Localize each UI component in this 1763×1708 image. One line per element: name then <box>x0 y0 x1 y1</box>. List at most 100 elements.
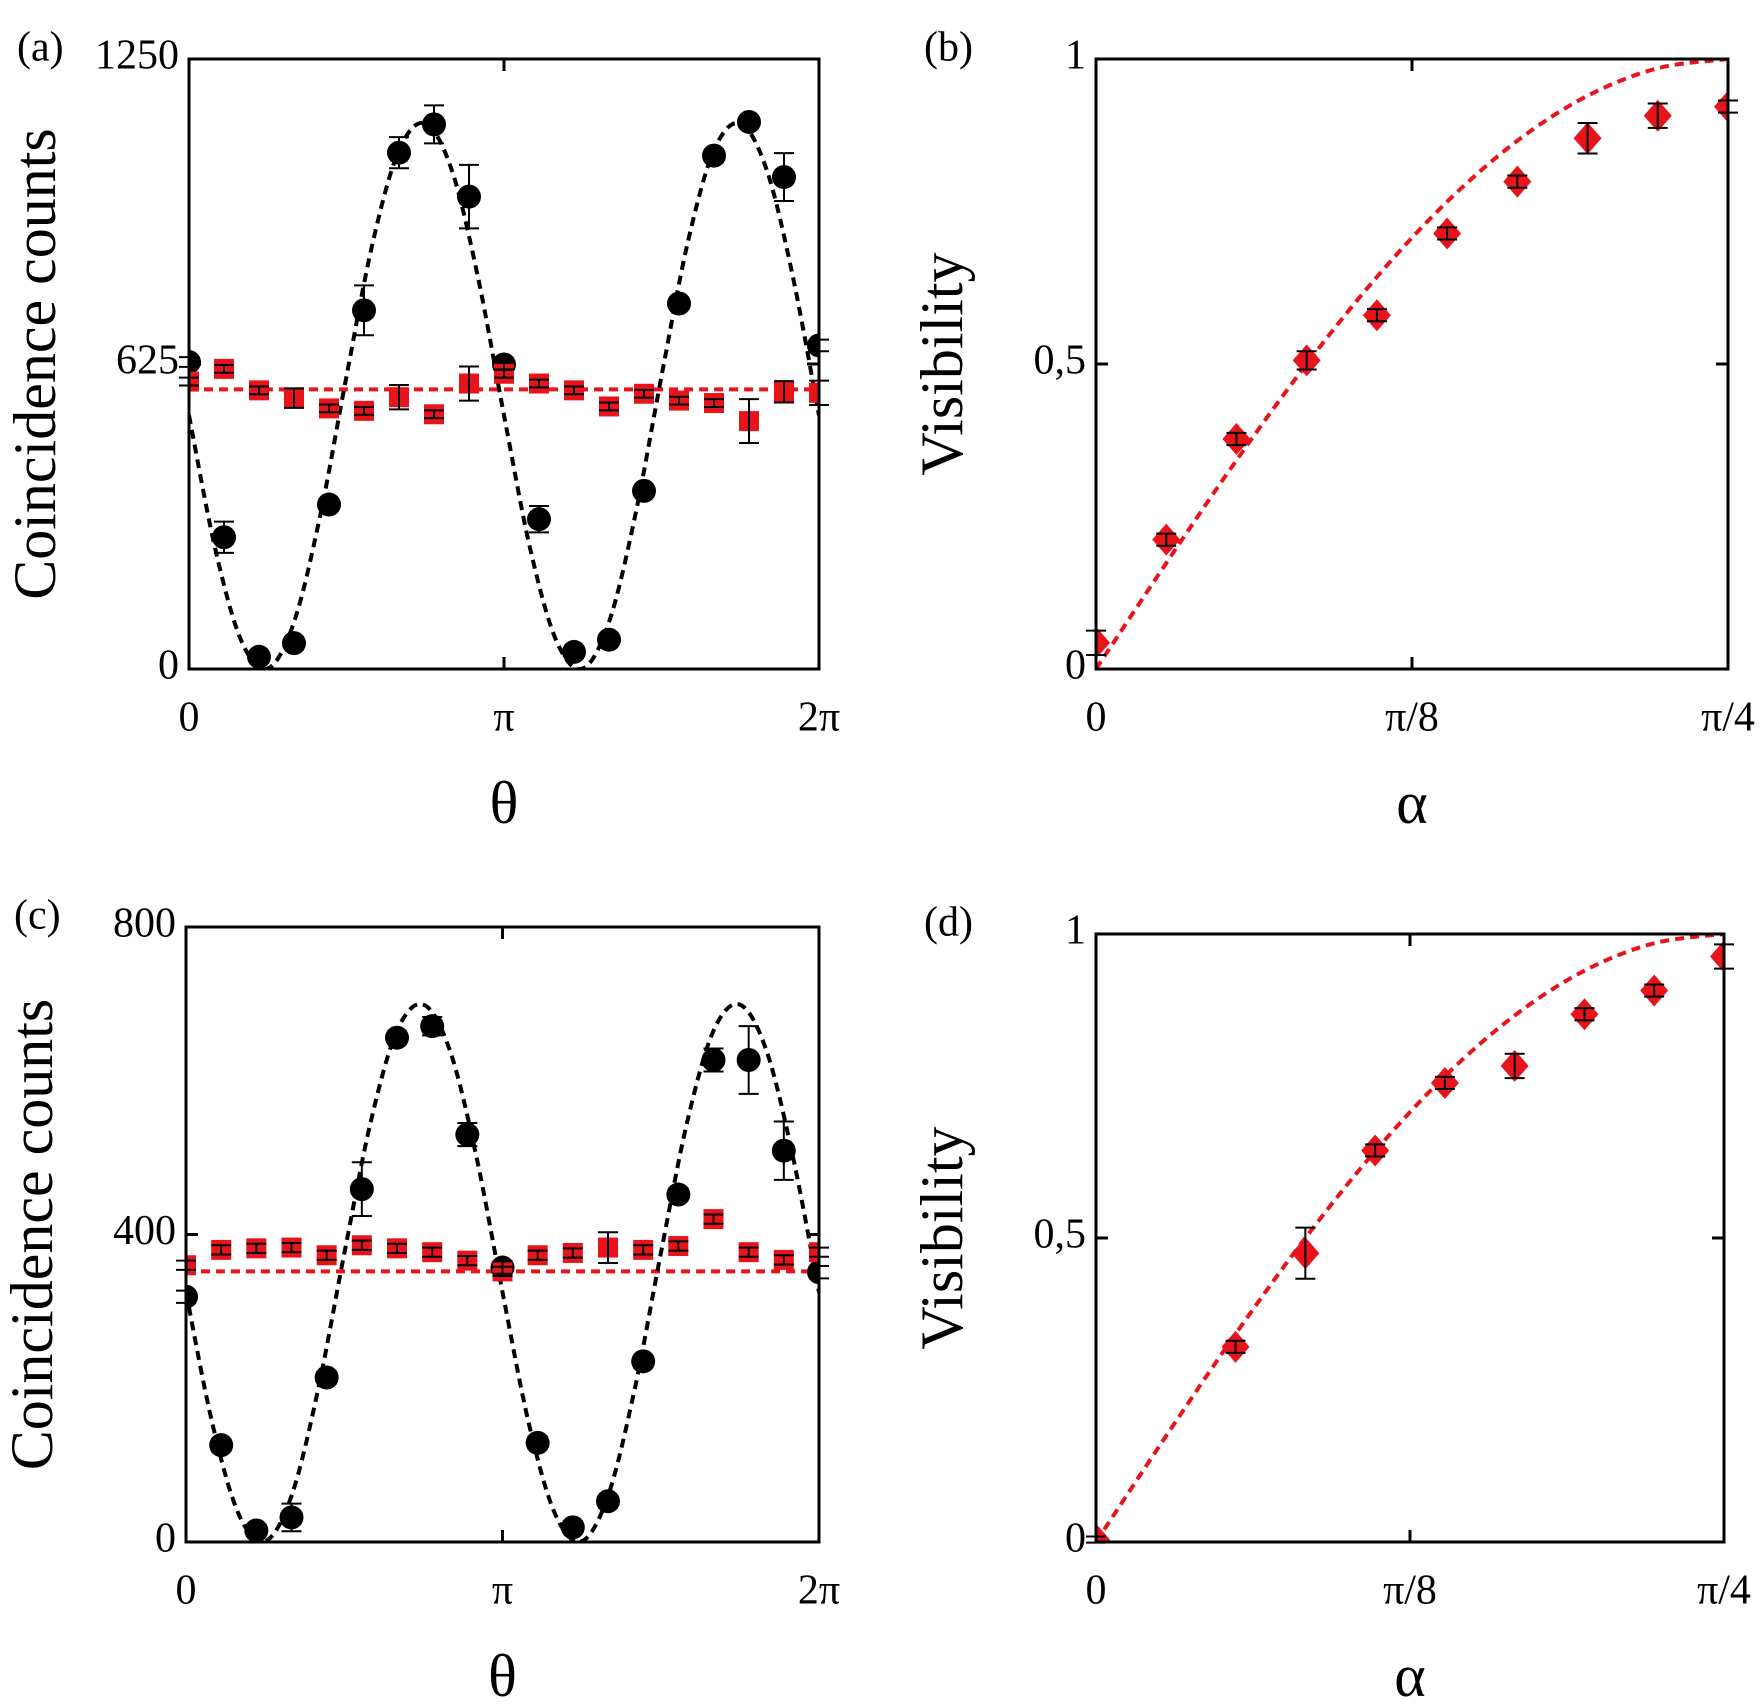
error-bar <box>668 296 689 311</box>
error-bar <box>773 380 794 404</box>
y-tick-label: 0 <box>1065 1516 1086 1562</box>
error-bar <box>422 1246 443 1258</box>
error-bar <box>1434 1075 1455 1091</box>
y-axis-label: Visibility <box>909 252 975 475</box>
error-bar <box>563 646 584 658</box>
data-point <box>809 1242 819 1263</box>
error-bar <box>351 1239 372 1251</box>
x-tick-label: 0 <box>1086 695 1107 741</box>
error-bar <box>458 163 479 230</box>
error-bar <box>424 409 445 420</box>
error-bar <box>527 1249 548 1261</box>
y-tick-label: 1 <box>1065 33 1086 79</box>
error-bar <box>598 1494 618 1509</box>
x-axis-label: θ <box>488 1643 517 1708</box>
error-bar <box>211 1244 232 1256</box>
x-tick-label: π/8 <box>1385 695 1439 741</box>
error-bar <box>457 1122 478 1148</box>
error-bar <box>424 104 445 145</box>
error-bar <box>1295 1226 1316 1280</box>
fit-line <box>1096 59 1728 669</box>
fit-line <box>1096 934 1724 1542</box>
x-axis-label: α <box>1394 1643 1425 1708</box>
x-tick-label: π/4 <box>1697 1568 1751 1614</box>
plot-area <box>1096 934 1724 1542</box>
y-tick-label: 0 <box>158 643 179 689</box>
error-bar <box>387 1242 407 1254</box>
error-bar <box>668 1187 689 1202</box>
error-bar <box>739 115 760 129</box>
panel-label: (c) <box>14 893 61 939</box>
x-axis-label: θ <box>490 770 519 836</box>
x-tick-label: 0 <box>179 695 200 741</box>
error-bar <box>211 1437 232 1453</box>
y-tick-label: 0,5 <box>1034 338 1087 384</box>
error-bar <box>387 1030 407 1045</box>
error-bar <box>389 136 409 170</box>
error-bar <box>214 520 235 554</box>
error-bar <box>529 505 550 534</box>
error-bar <box>1226 431 1247 447</box>
x-tick-label: 0 <box>176 1568 197 1614</box>
error-bar <box>562 1247 583 1259</box>
error-bar <box>281 1241 302 1254</box>
x-tick-label: 2π <box>798 1568 840 1614</box>
data-point <box>1710 940 1724 973</box>
error-bar <box>773 1254 794 1266</box>
error-bar <box>563 385 584 396</box>
panel-label: (a) <box>17 25 64 71</box>
error-bar <box>1507 174 1528 189</box>
error-bar <box>492 1265 513 1278</box>
error-bar <box>319 497 340 512</box>
error-bar <box>422 1015 443 1037</box>
error-bar <box>1577 122 1598 155</box>
x-tick-label: 2π <box>798 695 840 741</box>
y-tick-label: 1 <box>1065 908 1086 954</box>
error-bar <box>248 385 269 396</box>
error-bar <box>284 387 304 409</box>
error-bar <box>316 1370 337 1385</box>
axes-frame <box>184 925 821 1544</box>
error-bar <box>351 1161 372 1218</box>
y-tick-label: 1250 <box>95 33 179 79</box>
error-bar <box>246 1242 267 1254</box>
fit-line <box>189 120 819 669</box>
y-axis-label: Coincidence counts <box>2 128 68 600</box>
error-bar <box>1437 226 1458 241</box>
x-axis-label: α <box>1396 770 1427 836</box>
y-tick-label: 400 <box>113 1208 176 1254</box>
error-bar <box>599 401 619 412</box>
panel-label: (d) <box>924 900 973 946</box>
error-bar <box>1225 1339 1246 1354</box>
error-bar <box>1366 308 1387 323</box>
x-tick-label: π/8 <box>1383 1568 1437 1614</box>
error-bar <box>1644 983 1665 998</box>
axes-frame <box>1094 57 1730 671</box>
error-bar <box>773 152 794 203</box>
error-bar <box>527 1435 548 1450</box>
plot-area <box>189 109 819 669</box>
panel-label: (b) <box>924 25 973 71</box>
error-bar <box>494 368 514 379</box>
fit-line <box>186 1002 819 1542</box>
error-bar <box>389 383 409 411</box>
error-bar <box>703 1047 724 1073</box>
axes-frame <box>1094 932 1726 1544</box>
error-bar <box>634 388 655 399</box>
error-bar <box>704 398 724 408</box>
error-bar <box>1365 1143 1386 1158</box>
error-bar <box>457 1255 478 1267</box>
error-bar <box>1647 102 1668 129</box>
x-tick-label: 0 <box>1086 1568 1107 1614</box>
error-bar <box>1574 1007 1595 1022</box>
error-bar <box>319 403 340 414</box>
error-bar <box>214 363 235 374</box>
error-bar <box>281 1502 302 1533</box>
error-bar <box>634 484 655 498</box>
x-tick-label: π <box>493 695 514 741</box>
error-bar <box>284 637 304 650</box>
error-bar <box>738 1246 759 1258</box>
error-bar <box>773 1120 794 1181</box>
